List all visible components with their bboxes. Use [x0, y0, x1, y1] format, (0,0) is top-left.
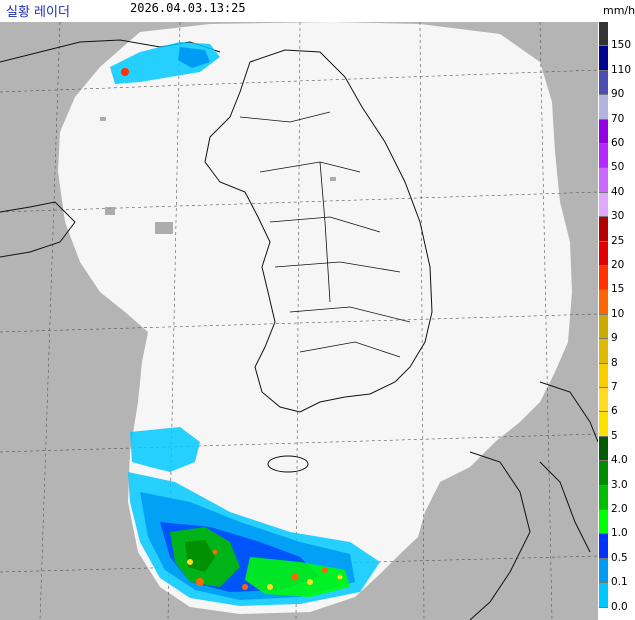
- legend-swatch: [599, 461, 608, 486]
- legend-label: 60: [611, 136, 625, 149]
- echo-heavy-rain: [185, 540, 215, 572]
- page-title: 실황 레이더: [6, 5, 70, 20]
- legend-swatch: [599, 46, 608, 71]
- legend-entry: 0.1: [599, 558, 635, 588]
- legend-entry: 8: [599, 339, 635, 369]
- observation-timestamp: 2026.04.03.13:25: [130, 1, 246, 15]
- legend-swatch: [599, 388, 608, 413]
- legend-entry: 40: [599, 168, 635, 198]
- legend-entry: 30: [599, 192, 635, 222]
- province-boundaries: [239, 111, 411, 358]
- legend-entry: 70: [599, 95, 635, 125]
- legend-entry: 60: [599, 119, 635, 149]
- legend-swatch: [599, 558, 608, 584]
- legend-swatch: [599, 485, 608, 510]
- legend-entry: 7: [599, 363, 635, 393]
- legend-label: 30: [611, 210, 625, 223]
- legend-label: 150: [611, 39, 632, 52]
- legend-swatch: [599, 266, 608, 291]
- legend-label: 110: [611, 63, 632, 76]
- legend-swatch: [599, 217, 608, 242]
- precipitation-legend: 150 110 90 70 60 50 40 30 25 20 15 10 9 8 7 6 5 4.0 3.0 2.0…: [599, 22, 635, 613]
- legend-label: 5: [611, 429, 618, 442]
- legend-swatch: [599, 290, 608, 315]
- ground-clutter: [100, 117, 336, 234]
- legend-label: 0.0: [611, 600, 628, 613]
- legend-label: 7: [611, 380, 618, 393]
- legend-swatch: [599, 339, 608, 364]
- legend-label: 90: [611, 88, 625, 101]
- legend-label: 0.5: [611, 551, 628, 564]
- legend-entry: 50: [599, 144, 635, 173]
- legend-entry: 10: [599, 290, 635, 320]
- header-bar: 실황 레이더 2026.04.03.13:25 mm/h: [0, 0, 635, 22]
- legend-label: 20: [611, 258, 625, 271]
- legend-swatch: [599, 119, 608, 144]
- legend-label: 3.0: [611, 478, 628, 491]
- legend-entry: 15: [599, 266, 635, 295]
- legend-swatch: [599, 192, 608, 218]
- precipitation-echoes: [100, 42, 380, 606]
- echo-north-intense: [121, 68, 129, 76]
- korea-coastline: [204, 49, 433, 413]
- legend-entry: 0.5: [599, 534, 635, 564]
- echo-light-rain: [130, 427, 200, 472]
- legend-entry: 90: [599, 70, 635, 100]
- legend-label: 6: [611, 405, 618, 418]
- legend-entry: 2.0: [599, 485, 635, 515]
- legend-swatch: [599, 95, 608, 120]
- legend-entry: 1.0: [599, 510, 635, 539]
- legend-entry: 6: [599, 388, 635, 417]
- legend-swatch: [599, 22, 608, 47]
- legend-label: 70: [611, 112, 625, 125]
- legend-entry: 5: [599, 412, 635, 442]
- legend-entry: 150: [599, 22, 635, 51]
- legend-swatch: [599, 168, 608, 193]
- legend-swatch: [599, 241, 608, 266]
- legend-label: 10: [611, 307, 625, 320]
- japan-coastline: [469, 381, 598, 620]
- legend-entry: 3.0: [599, 461, 635, 491]
- legend-label: 9: [611, 332, 618, 345]
- legend-swatch: [599, 363, 608, 388]
- legend-label: 2.0: [611, 502, 628, 515]
- legend-swatch: [599, 583, 608, 608]
- jeju-island: [267, 455, 309, 473]
- legend-label: 50: [611, 161, 625, 174]
- china-coastline: [0, 39, 221, 258]
- legend-swatch: [599, 534, 608, 559]
- legend-label: 8: [611, 356, 618, 369]
- legend-swatch: [599, 144, 608, 169]
- legend-label: 4.0: [611, 454, 628, 467]
- echo-yellow-cells: [187, 559, 343, 590]
- legend-label: 15: [611, 283, 625, 296]
- radar-coverage-area: [58, 22, 572, 614]
- legend-swatch: [599, 412, 608, 437]
- legend-label: 25: [611, 234, 625, 247]
- legend-entry: 0.0: [599, 583, 635, 613]
- legend-swatch: [599, 314, 608, 340]
- legend-label: 40: [611, 185, 625, 198]
- legend-swatch: [599, 70, 608, 96]
- legend-entry: 20: [599, 241, 635, 271]
- radar-map: [0, 22, 598, 620]
- echo-intense-cells: [196, 549, 328, 590]
- legend-label: 0.1: [611, 576, 628, 589]
- legend-label: 1.0: [611, 527, 628, 540]
- legend-swatch: [599, 510, 608, 535]
- legend-entry: 25: [599, 217, 635, 247]
- legend-unit: mm/h: [603, 4, 635, 17]
- legend-entry: 110: [599, 46, 635, 76]
- legend-entry: 4.0: [599, 436, 635, 466]
- legend-swatch: [599, 436, 608, 462]
- coastlines: [0, 39, 598, 620]
- legend-entry: 9: [599, 314, 635, 344]
- echo-north-cluster-core: [178, 47, 210, 68]
